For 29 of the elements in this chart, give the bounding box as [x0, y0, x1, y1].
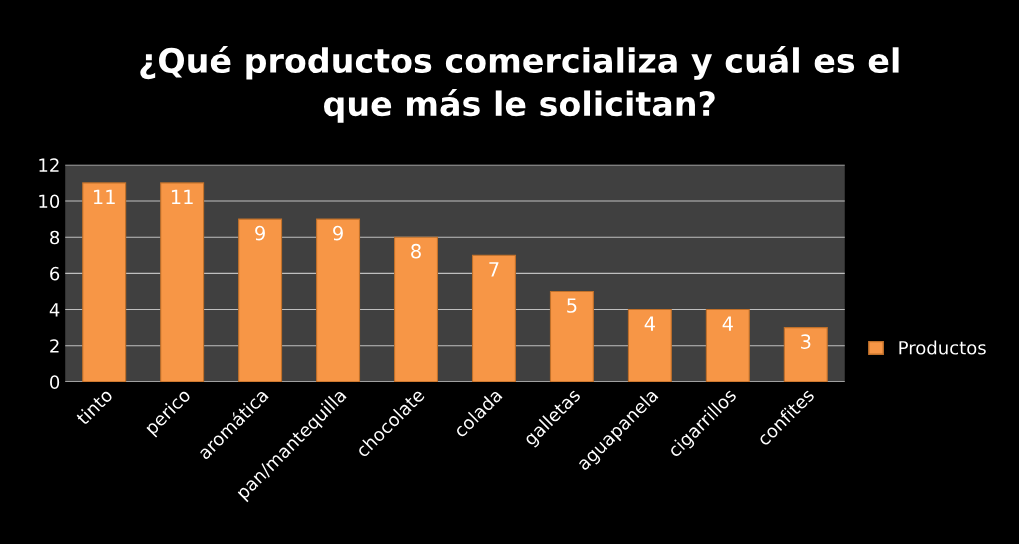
y-tick-label: 0 — [50, 375, 60, 389]
data-label: 4 — [644, 316, 655, 331]
data-label: 11 — [171, 189, 193, 205]
y-tick-label: 2 — [50, 339, 59, 353]
bar — [82, 182, 127, 382]
y-tick-label: 6 — [50, 266, 60, 281]
y-tick-label: 8 — [50, 230, 60, 245]
bar — [783, 327, 828, 382]
chart-title: ¿Qué productos comercializa y cuál es el que más le solicitan? — [140, 45, 899, 123]
bar — [160, 182, 205, 382]
y-tick-label: 10 — [39, 194, 60, 209]
data-label: 5 — [567, 298, 577, 313]
legend-label: Productos — [899, 340, 986, 355]
bar — [627, 308, 672, 382]
data-label: 9 — [255, 225, 265, 241]
bar — [471, 254, 516, 382]
data-label: 8 — [411, 243, 421, 259]
data-label: 11 — [93, 189, 115, 205]
bar — [316, 218, 361, 382]
bar — [705, 308, 750, 382]
y-tick-label: 12 — [39, 158, 59, 172]
data-label: 9 — [333, 225, 343, 241]
data-label: 3 — [801, 334, 811, 350]
bar — [549, 290, 594, 382]
y-tick-label: 4 — [49, 303, 60, 317]
bar — [394, 236, 438, 382]
bar — [238, 218, 283, 382]
data-label: 4 — [722, 316, 733, 331]
data-label: 7 — [489, 262, 499, 277]
